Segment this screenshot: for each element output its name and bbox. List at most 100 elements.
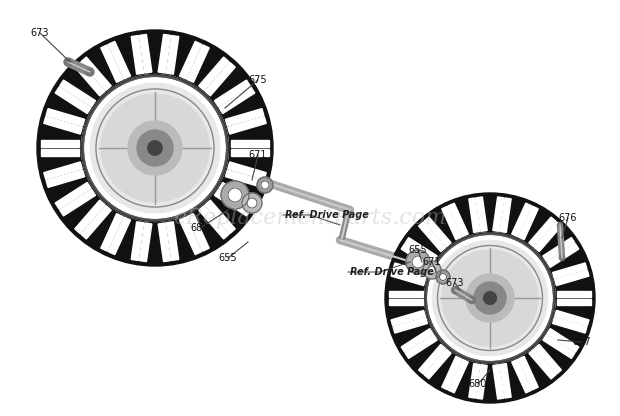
Polygon shape xyxy=(179,42,202,79)
Polygon shape xyxy=(46,170,84,187)
Polygon shape xyxy=(131,36,144,74)
Text: 677: 677 xyxy=(573,337,591,347)
Polygon shape xyxy=(500,198,511,233)
Circle shape xyxy=(406,250,430,274)
Polygon shape xyxy=(469,198,480,233)
Polygon shape xyxy=(108,217,131,255)
Polygon shape xyxy=(158,35,170,73)
Polygon shape xyxy=(219,87,255,114)
Circle shape xyxy=(340,235,345,240)
Circle shape xyxy=(228,188,242,202)
Polygon shape xyxy=(405,335,437,359)
Polygon shape xyxy=(391,310,425,326)
Circle shape xyxy=(64,58,72,66)
Circle shape xyxy=(261,181,269,189)
Polygon shape xyxy=(42,140,79,147)
Text: 675: 675 xyxy=(249,75,267,85)
Circle shape xyxy=(221,181,249,209)
Polygon shape xyxy=(557,299,591,305)
Polygon shape xyxy=(166,36,179,74)
Circle shape xyxy=(432,240,547,356)
Polygon shape xyxy=(42,149,79,156)
Text: 655: 655 xyxy=(409,245,427,255)
Polygon shape xyxy=(401,329,433,352)
Polygon shape xyxy=(518,357,538,390)
Circle shape xyxy=(257,177,273,193)
Polygon shape xyxy=(529,349,556,379)
Polygon shape xyxy=(547,244,579,267)
Polygon shape xyxy=(231,140,268,147)
Text: 676: 676 xyxy=(559,213,577,223)
Polygon shape xyxy=(46,109,84,126)
Circle shape xyxy=(148,141,162,155)
Polygon shape xyxy=(101,214,123,251)
Polygon shape xyxy=(555,270,589,286)
Polygon shape xyxy=(424,349,451,379)
Polygon shape xyxy=(476,365,487,399)
Circle shape xyxy=(90,83,220,213)
Polygon shape xyxy=(469,364,480,398)
Circle shape xyxy=(474,282,506,314)
Circle shape xyxy=(412,256,424,268)
Polygon shape xyxy=(187,214,209,251)
Text: 673: 673 xyxy=(446,278,464,288)
Text: 655: 655 xyxy=(219,253,237,263)
Text: 681: 681 xyxy=(191,223,209,233)
Polygon shape xyxy=(543,335,575,359)
Circle shape xyxy=(345,210,350,215)
Polygon shape xyxy=(418,344,446,374)
Polygon shape xyxy=(393,263,427,279)
Polygon shape xyxy=(543,238,575,261)
Polygon shape xyxy=(166,222,179,260)
Text: eReplacementParts.com: eReplacementParts.com xyxy=(174,207,446,229)
Circle shape xyxy=(531,297,539,304)
Polygon shape xyxy=(226,170,264,187)
Polygon shape xyxy=(81,206,111,239)
Polygon shape xyxy=(267,180,351,213)
Polygon shape xyxy=(552,263,587,279)
Polygon shape xyxy=(555,310,589,326)
Polygon shape xyxy=(448,203,468,237)
Text: Ref. Drive Page: Ref. Drive Page xyxy=(285,210,369,220)
Circle shape xyxy=(428,266,436,274)
Polygon shape xyxy=(453,287,474,303)
Polygon shape xyxy=(226,109,264,126)
Polygon shape xyxy=(518,206,538,240)
Polygon shape xyxy=(405,238,437,261)
Polygon shape xyxy=(442,206,461,240)
Polygon shape xyxy=(179,217,202,255)
Circle shape xyxy=(436,270,450,284)
Polygon shape xyxy=(557,225,564,258)
Polygon shape xyxy=(75,62,105,96)
Polygon shape xyxy=(493,365,504,399)
Circle shape xyxy=(347,206,353,213)
Polygon shape xyxy=(339,237,536,303)
Circle shape xyxy=(128,121,182,175)
Polygon shape xyxy=(512,359,531,393)
Polygon shape xyxy=(401,244,433,267)
Polygon shape xyxy=(44,116,82,134)
Circle shape xyxy=(559,255,564,260)
Polygon shape xyxy=(55,87,91,114)
Polygon shape xyxy=(131,222,144,260)
Polygon shape xyxy=(199,206,229,239)
Polygon shape xyxy=(228,116,266,134)
Circle shape xyxy=(442,250,538,346)
Polygon shape xyxy=(500,364,511,398)
Polygon shape xyxy=(340,211,350,238)
Polygon shape xyxy=(140,223,152,262)
Polygon shape xyxy=(534,344,561,374)
Text: 671: 671 xyxy=(423,257,441,267)
Polygon shape xyxy=(557,291,591,297)
Circle shape xyxy=(86,68,94,76)
Polygon shape xyxy=(231,149,268,156)
Text: Ref. Drive Page: Ref. Drive Page xyxy=(350,267,434,277)
Circle shape xyxy=(423,261,441,279)
Circle shape xyxy=(469,297,476,304)
Polygon shape xyxy=(529,217,556,247)
Polygon shape xyxy=(547,329,579,352)
Polygon shape xyxy=(81,57,111,90)
Circle shape xyxy=(484,292,497,305)
Circle shape xyxy=(37,30,273,266)
Polygon shape xyxy=(108,42,131,79)
